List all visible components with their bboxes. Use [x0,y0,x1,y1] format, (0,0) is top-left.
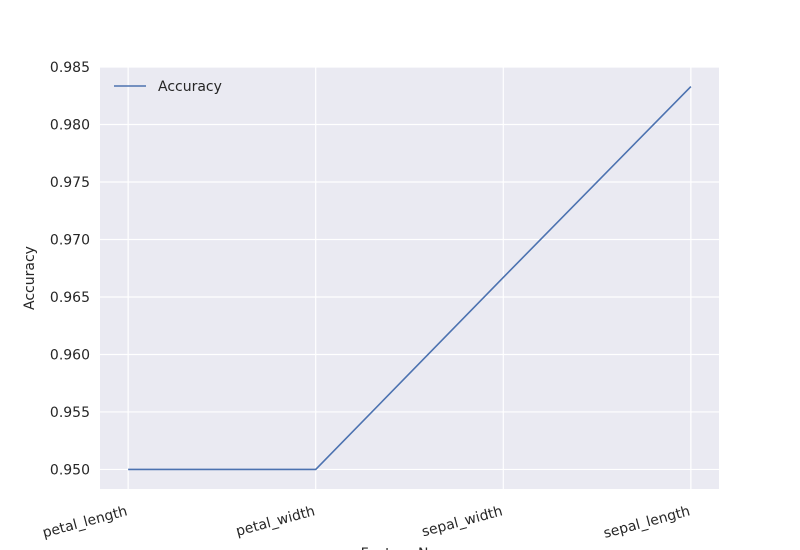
legend-label: Accuracy [158,79,222,95]
y-tick-label: 0.970 [50,232,90,248]
y-tick-label: 0.975 [50,175,90,191]
x-tick-label: sepal_width [420,503,504,540]
x-tick-label: petal_length [41,503,129,541]
y-tick-label: 0.980 [50,117,90,133]
y-tick-label: 0.960 [50,347,90,363]
y-tick-label: 0.950 [50,462,90,478]
x-tick-label: sepal_length [602,503,692,541]
y-tick-label: 0.985 [50,60,90,76]
line [128,85,692,471]
y-tick-label: 0.955 [50,405,90,421]
y-tick-label: 0.965 [50,290,90,306]
x-axis-label: Feature Name [361,546,460,550]
y-axis-label: Accuracy [22,246,38,310]
plot-area [100,67,719,489]
x-tick-label: petal_width [234,503,316,539]
